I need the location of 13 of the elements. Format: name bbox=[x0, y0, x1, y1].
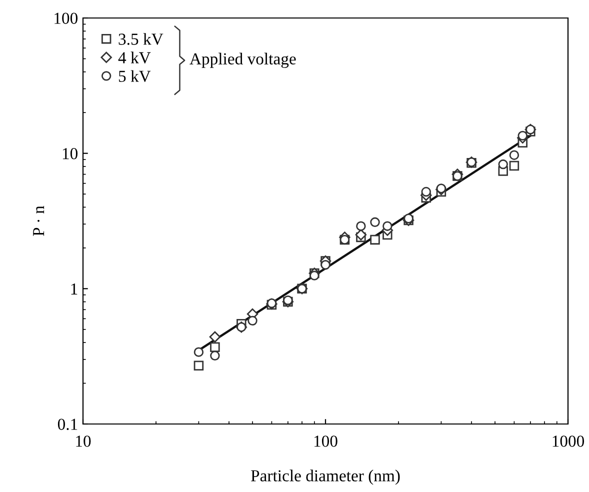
legend-label: 5 kV bbox=[118, 70, 151, 82]
x-axis-title: Particle diameter (nm) bbox=[251, 470, 400, 485]
x-tick-label: 10 bbox=[76, 436, 91, 447]
y-tick-label: 0.1 bbox=[58, 418, 78, 430]
x-tick-label: 1000 bbox=[552, 436, 584, 447]
x-tick-label: 100 bbox=[314, 436, 338, 447]
legend-label: 4 kV bbox=[118, 52, 151, 64]
legend-title: Applied voltage bbox=[190, 52, 296, 68]
y-tick-label: 100 bbox=[54, 12, 78, 24]
y-tick-label: 1 bbox=[71, 283, 78, 294]
y-axis-title: P · n bbox=[33, 206, 44, 236]
y-tick-label: 10 bbox=[62, 148, 78, 160]
legend-label: 3.5 kV bbox=[118, 33, 164, 45]
